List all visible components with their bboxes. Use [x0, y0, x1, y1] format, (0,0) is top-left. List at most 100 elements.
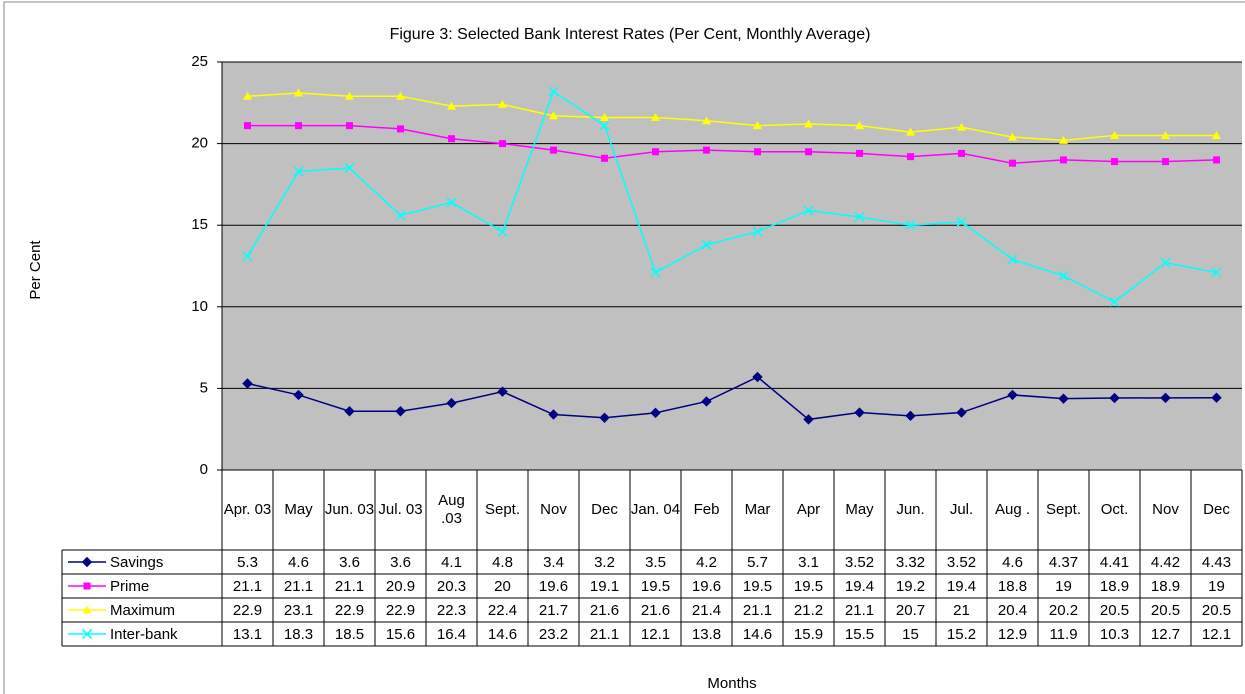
- table-value: 19.6: [692, 578, 721, 595]
- y-tick-label: 0: [200, 461, 208, 478]
- table-value: 21.7: [539, 602, 568, 619]
- table-value: 20.7: [896, 602, 925, 619]
- marker: [600, 112, 609, 121]
- marker: [1212, 130, 1221, 139]
- marker: [242, 378, 253, 389]
- series-line: [247, 92, 1217, 142]
- x-tick-label-box: Sept.: [1045, 501, 1082, 518]
- table-value: 21.6: [590, 602, 619, 619]
- x-tick-label-box: Jan. 04: [630, 501, 681, 518]
- marker: [907, 153, 914, 161]
- table-value: 18.9: [1151, 578, 1180, 595]
- marker: [856, 149, 863, 157]
- marker: [446, 197, 457, 208]
- series-line: [247, 376, 1217, 421]
- table-value: 21.1: [284, 578, 313, 595]
- marker: [498, 99, 507, 108]
- marker: [652, 148, 659, 156]
- legend-label: Savings: [110, 554, 163, 571]
- table-value: 4.6: [1002, 554, 1023, 571]
- marker: [752, 371, 763, 383]
- marker: [1109, 392, 1120, 404]
- x-tick-label-box: Mar: [745, 501, 771, 518]
- marker: [344, 406, 355, 417]
- x-tick-label: Sept.: [484, 501, 521, 518]
- table-value: 20.9: [386, 578, 415, 595]
- table-value: 5.3: [237, 554, 258, 571]
- table-value: 18.5: [335, 626, 364, 643]
- y-tick-label: 20: [191, 135, 208, 152]
- table-value: 19.2: [896, 578, 925, 595]
- marker: [1060, 156, 1067, 164]
- marker: [803, 205, 814, 216]
- table-value: 13.8: [692, 626, 721, 643]
- table-value: 4.8: [492, 554, 513, 571]
- x-tick-label: Oct.: [1100, 501, 1129, 518]
- x-tick-label: Sept.: [1045, 501, 1082, 518]
- table-value: 15: [902, 626, 919, 643]
- marker: [599, 120, 610, 131]
- x-tick-label: Dec: [591, 501, 618, 518]
- x-axis-label: Months: [707, 675, 756, 692]
- marker: [1161, 130, 1170, 139]
- marker: [293, 166, 304, 177]
- marker: [344, 163, 355, 174]
- marker: [805, 148, 812, 156]
- marker: [752, 226, 763, 237]
- marker: [499, 140, 506, 148]
- marker: [244, 122, 251, 130]
- x-tick-label: Nov: [540, 501, 567, 518]
- marker: [242, 251, 253, 262]
- table-value: 20.2: [1049, 602, 1078, 619]
- table-value: 10.3: [1100, 626, 1129, 643]
- marker: [497, 386, 508, 397]
- table-value: 19.4: [947, 578, 976, 595]
- marker: [1160, 257, 1171, 268]
- marker: [650, 267, 661, 278]
- table-value: 12.1: [1202, 626, 1231, 643]
- marker: [957, 122, 966, 131]
- x-tick-label-box: Nov: [1152, 501, 1179, 518]
- marker: [295, 122, 302, 130]
- table-value: 5.7: [747, 554, 768, 571]
- marker: [905, 220, 916, 231]
- table-value: 19.6: [539, 578, 568, 595]
- table-value: 20.3: [437, 578, 466, 595]
- table-value: 21.1: [233, 578, 262, 595]
- x-tick-label: Jul.: [949, 501, 974, 518]
- table-value: 4.41: [1100, 554, 1129, 571]
- table-value: 3.1: [798, 554, 819, 571]
- table-value: 22.4: [488, 602, 517, 619]
- x-tick-label-box: Jul.: [949, 501, 974, 518]
- marker: [703, 146, 710, 154]
- chart-frame: [3, 1, 1245, 694]
- marker: [1008, 132, 1017, 141]
- table-value: 20.5: [1202, 602, 1231, 619]
- y-axis-label: Per Cent: [27, 240, 44, 300]
- marker: [395, 210, 406, 221]
- table-value: 15.9: [794, 626, 823, 643]
- table-value: 19: [1055, 578, 1072, 595]
- x-tick-label-box: Dec: [1203, 501, 1230, 518]
- table-value: 3.52: [845, 554, 874, 571]
- marker: [83, 582, 91, 590]
- table-value: 3.52: [947, 554, 976, 571]
- x-tick-label: Apr. 03: [223, 501, 272, 518]
- marker: [905, 410, 916, 422]
- marker: [448, 135, 455, 143]
- table-value: 22.9: [233, 602, 262, 619]
- x-tick-label: Jan. 04: [630, 501, 681, 518]
- marker: [701, 239, 712, 250]
- marker: [395, 406, 406, 417]
- x-tick-label-box: Feb: [694, 501, 720, 518]
- table-value: 19.4: [845, 578, 874, 595]
- table-value: 21.1: [590, 626, 619, 643]
- x-tick-label: Nov: [1152, 501, 1179, 518]
- table-value: 14.6: [743, 626, 772, 643]
- x-tick-label-box: May: [845, 501, 873, 518]
- table-value: 12.7: [1151, 626, 1180, 643]
- y-tick-label: 10: [191, 298, 208, 315]
- marker: [906, 127, 915, 136]
- marker: [549, 111, 558, 120]
- table-value: 23.2: [539, 626, 568, 643]
